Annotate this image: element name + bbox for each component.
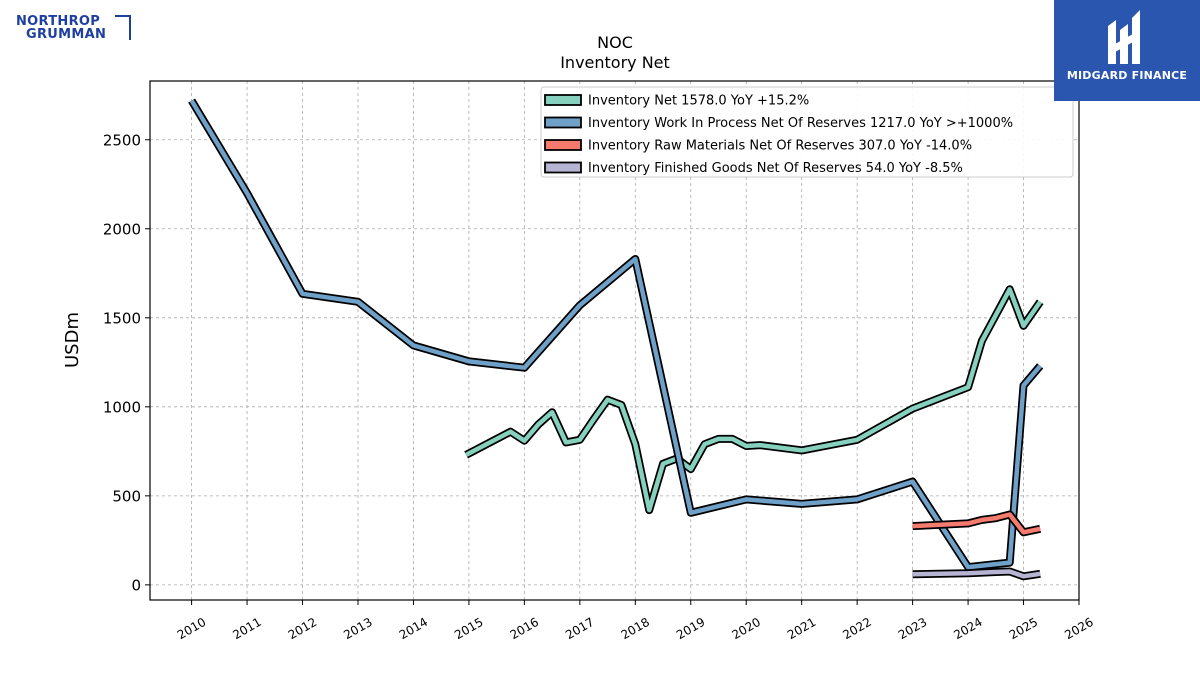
- series-2-line: [912, 512, 1041, 535]
- y-tick-label: 0: [131, 576, 141, 594]
- x-tick-label: 2012: [286, 615, 319, 642]
- x-tick-label: 2025: [1007, 615, 1040, 642]
- chart-subtitle: Inventory Net: [560, 53, 670, 72]
- midgard-finance-logo: MIDGARD FINANCE: [1054, 0, 1200, 101]
- legend-swatch-1: [544, 116, 582, 129]
- series-0-outline: [464, 285, 1044, 515]
- y-tick-label: 1500: [103, 309, 141, 327]
- legend-swatch-3: [544, 161, 582, 174]
- x-tick-label: 2011: [230, 615, 263, 642]
- chart-title: NOC: [597, 33, 633, 52]
- y-tick-label: 2500: [103, 131, 141, 149]
- y-tick-label: 2000: [103, 220, 141, 238]
- x-tick-label: 2020: [729, 615, 762, 642]
- legend-label-3: Inventory Finished Goods Net Of Reserves…: [588, 161, 963, 176]
- legend-swatch-0: [544, 94, 582, 106]
- legend-label-1: Inventory Work In Process Net Of Reserve…: [588, 116, 1013, 131]
- x-tick-label: 2019: [674, 615, 707, 642]
- x-tick-label: 2017: [563, 615, 596, 642]
- series-lines: [188, 98, 1044, 581]
- series-0-line: [465, 287, 1043, 513]
- x-tick-label: 2015: [452, 615, 485, 642]
- plot-frame: [149, 80, 1080, 601]
- y-tick-label: 1000: [103, 398, 141, 416]
- x-tick-label: 2026: [1062, 615, 1095, 642]
- northrop-grumman-logo: NORTHROP GRUMMAN: [14, 14, 134, 44]
- series-3-line: [912, 569, 1041, 579]
- logo-bracket-top: [115, 15, 131, 17]
- legend-swatch-2: [544, 139, 582, 151]
- logo-right-brand: MIDGARD FINANCE: [1066, 69, 1188, 82]
- x-tick-label: 2016: [508, 615, 541, 642]
- x-tick-label: 2010: [175, 615, 208, 642]
- x-tick-label: 2023: [896, 615, 929, 642]
- x-tick-label: 2022: [840, 615, 873, 642]
- logo-bracket-side: [129, 15, 131, 40]
- x-tick-label: 2013: [341, 615, 374, 642]
- x-tick-label: 2014: [397, 615, 430, 642]
- legend: Inventory Net 1578.0 YoY +15.2% Inventory…: [540, 86, 1074, 178]
- logo-left-line2: GRUMMAN: [26, 27, 107, 42]
- x-tick-label: 2024: [951, 615, 984, 642]
- legend-box: [540, 86, 1074, 178]
- x-tick-label: 2018: [619, 615, 652, 642]
- midgard-emblem-icon: [1108, 10, 1140, 64]
- x-tick-label: 2021: [785, 615, 818, 642]
- legend-label-2: Inventory Raw Materials Net Of Reserves …: [588, 139, 972, 154]
- y-axis-label: USDm: [62, 312, 83, 368]
- legend-label-0: Inventory Net 1578.0 YoY +15.2%: [588, 94, 809, 109]
- y-tick-label: 500: [112, 487, 141, 505]
- series-1-line: [189, 99, 1042, 570]
- logo-left-line1: NORTHROP: [16, 14, 101, 29]
